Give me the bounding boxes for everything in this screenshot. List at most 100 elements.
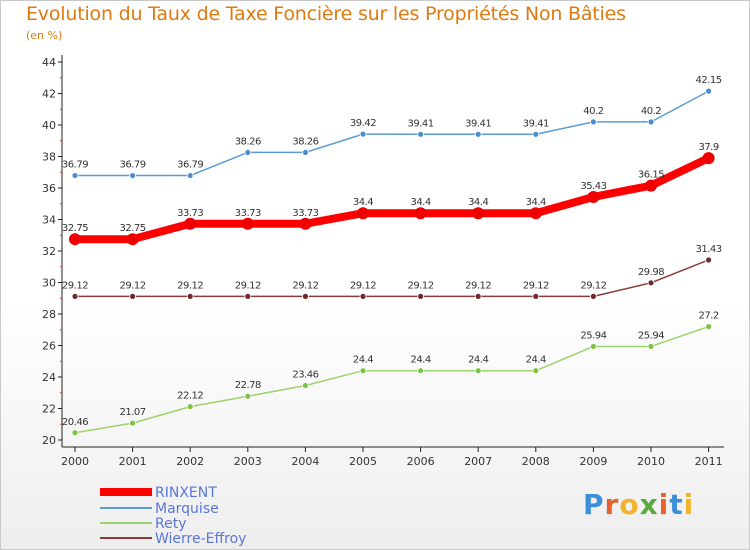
data-point-wierre-effroy	[244, 292, 252, 300]
data-point-wierre-effroy	[417, 292, 425, 300]
logo-letter: i	[658, 488, 670, 521]
data-label-wierre-effroy: 29.12	[350, 280, 376, 291]
logo-letter: i	[683, 488, 695, 521]
x-tick-label: 2002	[176, 455, 204, 468]
unit-label: (en %)	[26, 29, 63, 42]
data-point-marquise	[71, 172, 79, 179]
data-point-wierre-effroy	[647, 279, 655, 287]
x-tick-label: 2009	[579, 455, 607, 468]
legend-label-marquise: Marquise	[155, 501, 219, 517]
data-point-rety	[71, 429, 79, 437]
x-tick-label: 2003	[234, 455, 262, 468]
data-point-marquise	[705, 87, 712, 95]
data-label-rinxent: 34.4	[526, 197, 546, 208]
legend-label-rinxent: RINXENT	[155, 485, 217, 501]
data-point-marquise	[244, 149, 252, 156]
data-label-marquise: 39.41	[523, 118, 549, 129]
data-label-rety: 24.4	[468, 355, 488, 366]
data-point-rety	[647, 343, 655, 350]
logo-letter: P	[583, 488, 605, 521]
chart-title: Evolution du Taux de Taxe Foncière sur l…	[26, 3, 626, 25]
data-label-rinxent: 33.73	[235, 208, 261, 219]
y-tick-label: 40	[42, 119, 56, 132]
data-point-marquise	[301, 149, 309, 156]
x-tick-label: 2001	[119, 455, 147, 468]
data-label-rety: 25.94	[580, 330, 606, 341]
y-tick-label: 38	[42, 151, 56, 164]
data-label-rety: 25.94	[638, 330, 664, 341]
data-point-rinxent	[241, 217, 254, 230]
data-point-rinxent	[357, 207, 369, 220]
x-tick-label: 2010	[637, 455, 665, 468]
y-tick-label: 24	[42, 371, 56, 384]
data-point-marquise	[359, 130, 367, 138]
data-point-rinxent	[472, 207, 485, 220]
data-label-rety: 24.4	[526, 355, 546, 366]
y-tick-label: 36	[42, 182, 56, 195]
data-point-rinxent	[126, 233, 139, 246]
data-label-wierre-effroy: 29.12	[62, 280, 88, 291]
data-point-rety	[705, 323, 712, 331]
x-tick-label: 2008	[522, 455, 550, 468]
y-tick-label: 44	[42, 56, 56, 69]
data-point-marquise	[532, 130, 540, 138]
logo-letter: t	[669, 488, 684, 521]
data-point-rety	[590, 343, 597, 350]
data-label-marquise: 42.15	[696, 75, 722, 86]
data-point-marquise	[647, 118, 655, 126]
data-point-wierre-effroy	[186, 292, 194, 300]
data-label-marquise: 39.41	[465, 118, 491, 129]
data-label-rinxent: 32.75	[62, 223, 88, 234]
data-label-rinxent: 33.73	[177, 208, 203, 219]
data-label-marquise: 40.2	[583, 106, 603, 117]
data-point-wierre-effroy	[705, 256, 712, 264]
data-label-rety: 21.07	[120, 407, 146, 418]
data-label-wierre-effroy: 29.12	[408, 280, 434, 291]
data-point-rinxent	[702, 152, 715, 165]
data-point-marquise	[186, 172, 194, 179]
x-tick-label: 2011	[695, 455, 723, 468]
data-label-marquise: 39.41	[408, 118, 434, 129]
data-point-rinxent	[414, 207, 427, 220]
data-label-rety: 22.12	[177, 391, 203, 402]
data-label-marquise: 38.26	[235, 136, 261, 147]
data-point-rinxent	[299, 217, 312, 230]
data-label-rinxent: 36.15	[638, 170, 664, 181]
y-tick-label: 32	[42, 245, 56, 258]
data-label-marquise: 39.42	[350, 118, 376, 129]
data-point-marquise	[417, 130, 425, 138]
x-tick-label: 2007	[464, 455, 492, 468]
data-label-rinxent: 37.9	[698, 142, 718, 153]
data-label-wierre-effroy: 29.12	[580, 280, 606, 291]
data-label-wierre-effroy: 29.12	[235, 280, 261, 291]
data-point-rinxent	[69, 233, 81, 246]
series-line-rety	[74, 325, 710, 434]
x-tick-label: 2004	[291, 455, 319, 468]
series-line-rinxent	[71, 154, 713, 244]
data-label-wierre-effroy: 29.12	[292, 280, 318, 291]
data-point-rety	[532, 367, 540, 375]
legend-label-rety: Rety	[155, 516, 187, 532]
data-label-rety: 24.4	[410, 355, 430, 366]
y-tick-label: 20	[42, 434, 56, 447]
data-label-rinxent: 32.75	[120, 223, 146, 234]
data-point-rety	[301, 382, 309, 389]
data-point-rinxent	[587, 190, 600, 203]
data-label-rety: 20.46	[62, 417, 88, 428]
data-label-rinxent: 33.73	[292, 208, 318, 219]
data-point-marquise	[474, 130, 482, 138]
data-label-marquise: 38.26	[292, 136, 318, 147]
data-point-wierre-effroy	[474, 292, 482, 300]
data-label-marquise: 36.79	[177, 160, 203, 171]
data-label-rety: 23.46	[292, 370, 318, 381]
x-tick-label: 2005	[349, 455, 377, 468]
data-point-rety	[129, 419, 137, 427]
series-line-marquise	[74, 90, 710, 177]
y-tick-label: 22	[42, 403, 56, 416]
series-line-wierre-effroy	[74, 259, 710, 298]
logo-letter: x	[639, 488, 659, 521]
data-point-rety	[244, 392, 252, 400]
data-point-wierre-effroy	[71, 292, 79, 300]
logo-letter: o	[619, 488, 640, 521]
x-tick-label: 2000	[61, 455, 89, 468]
